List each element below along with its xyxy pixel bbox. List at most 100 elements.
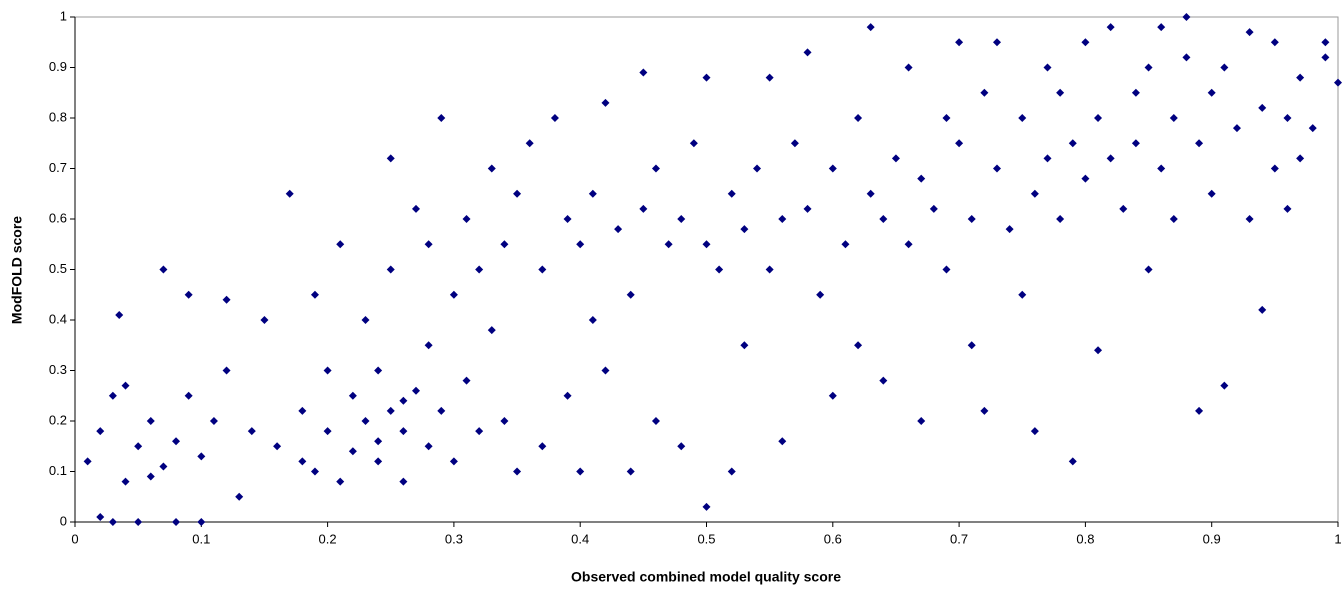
point <box>146 472 155 481</box>
y-tick-label: 1 <box>60 8 67 23</box>
y-tick-label: 0.5 <box>49 261 67 276</box>
point <box>412 204 421 213</box>
point <box>740 341 749 350</box>
point <box>753 164 762 173</box>
point <box>816 290 825 299</box>
point <box>323 366 332 375</box>
point <box>1068 139 1077 148</box>
point <box>310 467 319 476</box>
point <box>1056 88 1065 97</box>
point <box>651 417 660 425</box>
point <box>942 265 951 274</box>
point <box>386 265 395 274</box>
point <box>222 295 231 304</box>
point <box>1157 164 1166 173</box>
point <box>740 225 749 234</box>
point <box>904 63 913 72</box>
point <box>1144 265 1153 274</box>
point <box>1169 215 1178 223</box>
point <box>727 467 736 476</box>
point <box>374 437 383 446</box>
point <box>917 174 926 183</box>
point <box>399 396 408 405</box>
point <box>1321 53 1330 62</box>
x-axis-title: Observed combined model quality score <box>571 569 841 585</box>
point <box>601 98 610 107</box>
point <box>399 477 408 486</box>
point <box>424 442 433 451</box>
y-tick-label: 0.8 <box>49 109 67 124</box>
point <box>588 189 597 198</box>
point <box>1258 305 1267 314</box>
point <box>803 48 812 57</box>
point <box>727 189 736 198</box>
point <box>222 366 231 375</box>
point <box>184 290 193 299</box>
point <box>159 462 168 471</box>
point <box>1144 63 1153 72</box>
point <box>955 139 964 148</box>
point <box>1182 13 1191 21</box>
point <box>803 204 812 213</box>
point <box>1270 38 1279 47</box>
point <box>1308 124 1317 133</box>
point <box>1195 139 1204 148</box>
point <box>1081 174 1090 183</box>
point <box>513 189 522 198</box>
y-tick-label: 0.4 <box>49 311 67 326</box>
point <box>462 215 471 223</box>
point <box>298 406 307 415</box>
point <box>1220 63 1229 72</box>
point <box>1270 164 1279 173</box>
point <box>1157 23 1166 32</box>
x-tick-label: 0.2 <box>319 531 337 546</box>
point <box>689 139 698 148</box>
y-tick-label: 0 <box>60 513 67 528</box>
y-tick-label: 0.2 <box>49 412 67 427</box>
point <box>992 164 1001 173</box>
point <box>298 457 307 466</box>
point <box>1119 204 1128 213</box>
x-tick-label: 0.6 <box>824 531 842 546</box>
x-tick-label: 0.3 <box>445 531 463 546</box>
point <box>1081 38 1090 47</box>
point <box>361 316 370 324</box>
point <box>1220 381 1229 390</box>
point <box>197 518 206 526</box>
x-tick-label: 0.1 <box>192 531 210 546</box>
point <box>879 376 888 385</box>
point <box>967 341 976 350</box>
point <box>1232 124 1241 133</box>
point <box>563 391 572 400</box>
x-tick-label: 1 <box>1334 531 1341 546</box>
point <box>677 215 686 223</box>
point <box>1094 114 1103 122</box>
point <box>399 427 408 436</box>
point <box>538 442 547 451</box>
point <box>361 417 370 425</box>
point <box>639 204 648 213</box>
point <box>1106 23 1115 32</box>
point <box>348 447 357 456</box>
point <box>1043 154 1052 163</box>
point <box>1195 406 1204 415</box>
point <box>437 114 446 122</box>
point <box>83 457 92 466</box>
point <box>1283 114 1292 122</box>
point <box>197 452 206 461</box>
point <box>601 366 610 375</box>
point <box>967 215 976 223</box>
point <box>1182 53 1191 62</box>
y-tick-label: 0.3 <box>49 362 67 377</box>
point <box>715 265 724 274</box>
point <box>96 512 105 521</box>
point <box>980 88 989 97</box>
point <box>904 240 913 249</box>
point <box>1296 73 1305 82</box>
x-tick-label: 0.9 <box>1203 531 1221 546</box>
point <box>1131 88 1140 97</box>
point <box>828 391 837 400</box>
point <box>626 467 635 476</box>
point <box>1321 38 1330 47</box>
point <box>955 38 964 47</box>
